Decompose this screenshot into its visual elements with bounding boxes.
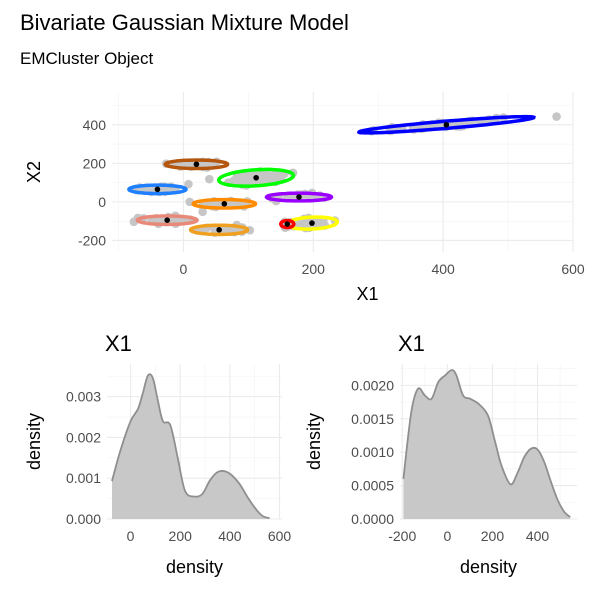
cluster-center-7 bbox=[164, 217, 170, 223]
x-axis-title: density bbox=[166, 557, 223, 577]
panel-title: X1 bbox=[105, 331, 132, 356]
y-tick-label: -200 bbox=[78, 232, 106, 248]
y-tick-label: 0.000 bbox=[66, 511, 101, 527]
data-point bbox=[240, 172, 249, 181]
cluster-center-2 bbox=[253, 174, 259, 181]
x-tick-label: 0 bbox=[180, 261, 188, 277]
x-tick-label: 0 bbox=[127, 528, 135, 544]
density-area bbox=[112, 374, 270, 519]
density-line bbox=[402, 369, 571, 518]
data-point bbox=[184, 179, 193, 189]
x-tick-label: 600 bbox=[268, 528, 292, 544]
x-tick-label: 400 bbox=[218, 528, 242, 544]
cluster-ellipse-1 bbox=[356, 114, 536, 135]
x-tick-label: 0 bbox=[443, 528, 451, 544]
x-tick-label: 200 bbox=[169, 528, 193, 544]
cluster-ellipse-6 bbox=[264, 191, 334, 203]
cluster-ellipse-8 bbox=[188, 223, 250, 237]
data-point bbox=[258, 170, 267, 179]
y-axis-title: density bbox=[24, 413, 44, 470]
x-tick-label: 200 bbox=[302, 261, 326, 277]
x-tick-label: 400 bbox=[431, 261, 455, 277]
y-tick-label: 0.0015 bbox=[351, 411, 394, 427]
cluster-ellipse-5 bbox=[191, 197, 258, 210]
density-line bbox=[111, 373, 270, 520]
y-tick-label: 400 bbox=[83, 117, 107, 133]
cluster-ellipse-4 bbox=[127, 183, 188, 196]
x-tick-label: 600 bbox=[561, 261, 585, 277]
cluster-center-4 bbox=[154, 186, 161, 193]
y-axis-title: X2 bbox=[24, 161, 44, 183]
data-point bbox=[205, 174, 214, 184]
cluster-center-6 bbox=[296, 194, 302, 200]
cluster-center-9 bbox=[309, 220, 315, 226]
y-tick-label: 0.001 bbox=[66, 470, 101, 486]
y-tick-label: 0.002 bbox=[66, 429, 101, 445]
x-tick-label: 200 bbox=[481, 528, 505, 544]
x-axis-title: X1 bbox=[356, 284, 378, 304]
data-point bbox=[264, 173, 274, 183]
cluster-ellipse-2 bbox=[216, 167, 296, 188]
cluster-center-3 bbox=[193, 161, 200, 168]
data-point bbox=[271, 172, 281, 182]
y-tick-label: 0.0000 bbox=[351, 511, 394, 527]
y-axis-title: density bbox=[304, 413, 324, 470]
cluster-center-10 bbox=[284, 221, 291, 227]
main-title: Bivariate Gaussian Mixture Model bbox=[20, 10, 349, 35]
x-axis-title: density bbox=[460, 557, 517, 577]
x-tick-label: 400 bbox=[526, 528, 550, 544]
y-tick-label: 0 bbox=[98, 194, 106, 210]
density-panel-left: 0 200 400 600 0.000 0.001 0.002 0.003 X1 density d… bbox=[24, 331, 291, 577]
panel-title: X1 bbox=[398, 331, 425, 356]
cluster-center-1 bbox=[443, 121, 450, 128]
density-area bbox=[403, 370, 571, 519]
y-tick-label: 0.0020 bbox=[351, 377, 394, 393]
y-tick-label: 0.0005 bbox=[351, 478, 394, 494]
scatter-panel: 0 200 400 600 -200 0 200 400 X1 X2 bbox=[24, 92, 585, 304]
cluster-center-8 bbox=[216, 227, 222, 233]
main-subtitle: EMCluster Object bbox=[20, 49, 153, 68]
y-tick-label: 0.003 bbox=[66, 389, 101, 405]
cluster-center-5 bbox=[221, 201, 228, 207]
data-point bbox=[552, 112, 561, 121]
y-tick-label: 200 bbox=[83, 155, 107, 171]
x-tick-label: -200 bbox=[388, 528, 416, 544]
cluster-ellipse-7 bbox=[135, 214, 200, 227]
cluster-ellipse-3 bbox=[163, 158, 230, 171]
cluster-ellipse-10 bbox=[279, 218, 296, 230]
data-point bbox=[228, 176, 238, 186]
y-tick-label: 0.0010 bbox=[351, 444, 394, 460]
density-panel-right: -200 0 200 400 0.0000 0.0005 0.0010 0.0015 0.002… bbox=[304, 331, 577, 577]
